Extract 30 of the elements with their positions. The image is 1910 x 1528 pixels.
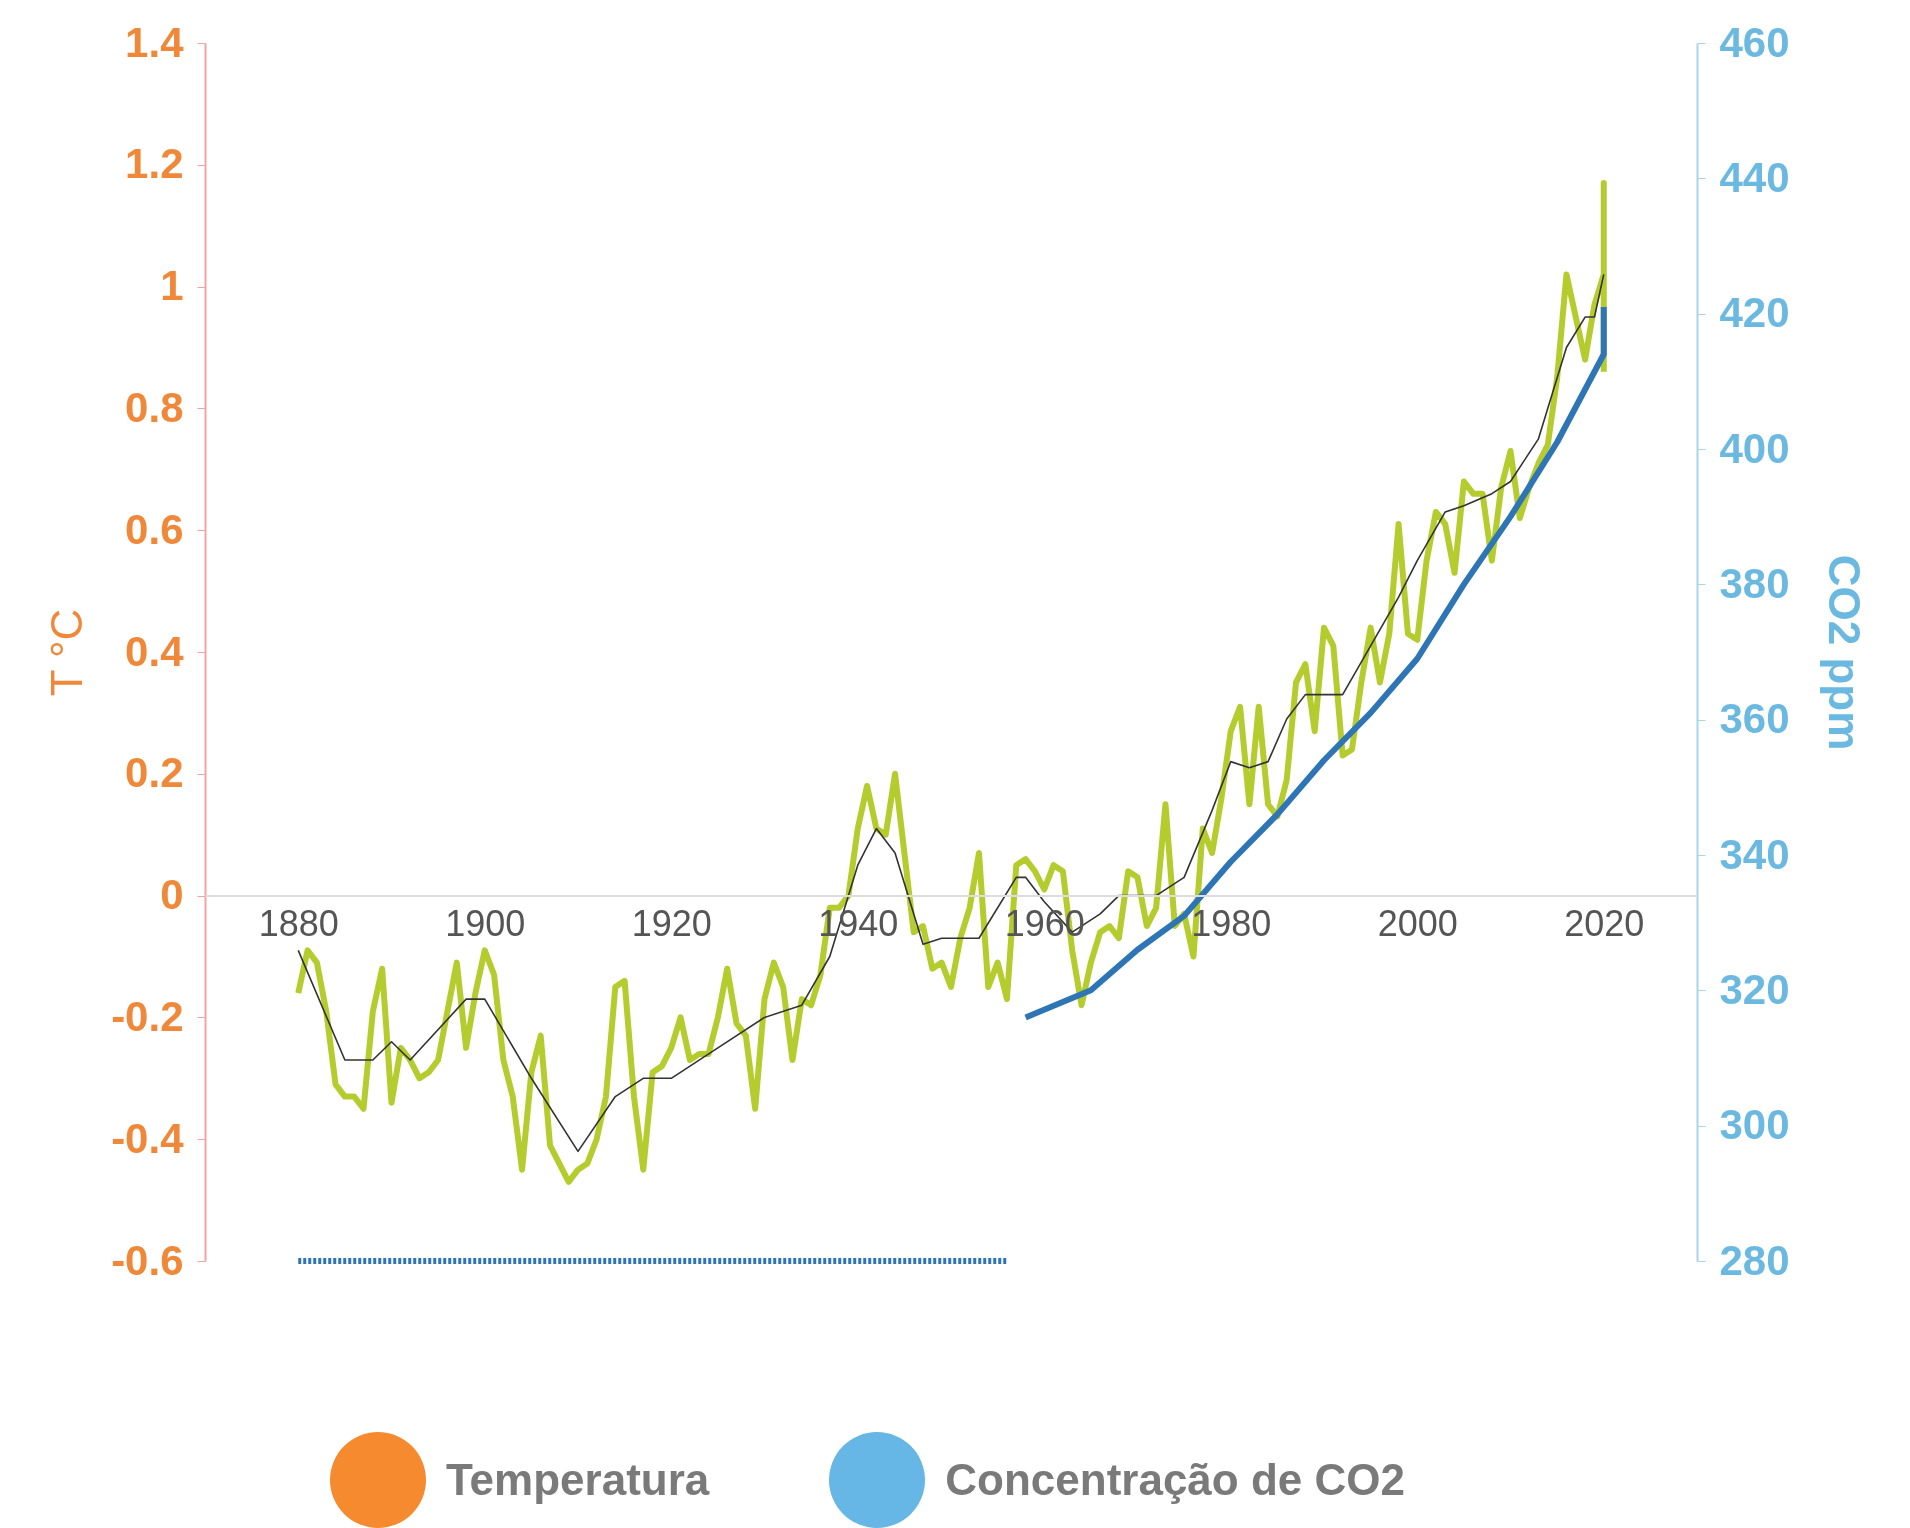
y-tick-label: 0.2 [125,749,184,797]
y-tick-label: 1 [160,262,184,310]
x-tick-label: 2020 [1564,903,1645,945]
x-tick-label: 1880 [258,903,339,945]
y2-tick-label: 360 [1719,695,1790,743]
y2-axis-title: CO2 ppm [1819,554,1869,751]
y-tick-label: 0.8 [125,383,184,431]
text: Temperatura [446,1455,710,1505]
y-tick-label: -0.6 [111,1236,184,1284]
y-tick-label: 0.4 [125,627,185,675]
y-tick-label: -0.4 [111,1114,185,1162]
x-tick-label: 2000 [1377,903,1458,945]
y2-tick-label: 400 [1719,424,1790,472]
x-tick-label: 1900 [445,903,526,945]
y2-tick-label: 380 [1719,559,1790,607]
y-tick-label: 0 [160,871,184,919]
y-axis-title: T °C [42,608,92,697]
x-tick-label: 1920 [631,903,712,945]
y-tick-label: -0.2 [111,992,184,1040]
y2-tick-label: 420 [1719,289,1790,337]
y-tick-label: 1.2 [125,140,184,188]
text: Concentração de CO2 [945,1455,1405,1505]
y2-tick-label: 440 [1719,153,1790,201]
y2-tick-label: 320 [1719,965,1790,1013]
y2-tick-label: 300 [1719,1101,1790,1149]
y2-tick-label: 340 [1719,830,1790,878]
y-tick-label: 1.4 [125,18,185,66]
y-tick-label: 0.6 [125,505,184,553]
y2-tick-label: 280 [1719,1236,1790,1284]
y2-tick-label: 460 [1719,18,1790,66]
